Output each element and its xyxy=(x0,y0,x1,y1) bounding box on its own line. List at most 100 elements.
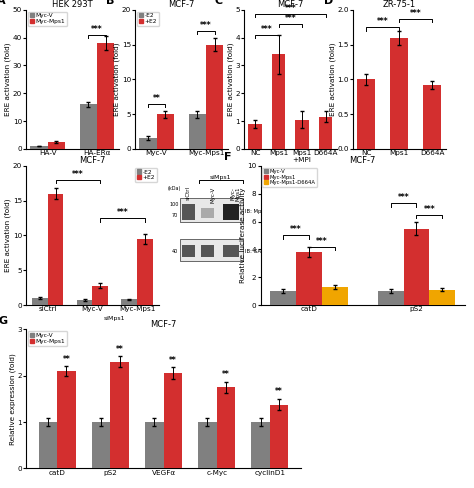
Y-axis label: ERE activation (fold): ERE activation (fold) xyxy=(5,199,11,272)
Legend: Myc-V, Myc-Mps1: Myc-V, Myc-Mps1 xyxy=(28,331,67,346)
Bar xyxy=(77,300,92,305)
Text: ***: *** xyxy=(424,204,435,214)
Text: ***: *** xyxy=(117,208,128,217)
Text: (kDa): (kDa) xyxy=(168,186,181,191)
Text: IB: Mps1: IB: Mps1 xyxy=(245,209,267,214)
Text: ***: *** xyxy=(398,193,410,203)
Text: **: ** xyxy=(116,345,124,353)
Bar xyxy=(80,104,97,149)
Text: ***: *** xyxy=(410,9,422,18)
Legend: -E2, +E2: -E2, +E2 xyxy=(135,168,157,182)
Y-axis label: Relative expression (fold): Relative expression (fold) xyxy=(9,353,16,445)
Text: 40: 40 xyxy=(172,248,178,253)
Text: ***: *** xyxy=(284,4,296,13)
Text: A: A xyxy=(0,0,5,6)
Text: **: ** xyxy=(275,387,283,396)
Bar xyxy=(92,422,110,468)
Bar xyxy=(295,120,309,149)
Y-axis label: Relative luciferase activity: Relative luciferase activity xyxy=(240,188,246,283)
Bar xyxy=(145,422,164,468)
Bar xyxy=(47,142,65,149)
Bar xyxy=(137,239,153,305)
Bar xyxy=(97,43,114,149)
Legend: -E2, +E2: -E2, +E2 xyxy=(137,12,159,26)
Text: ***: *** xyxy=(316,237,328,245)
Text: ***: *** xyxy=(290,225,301,234)
Bar xyxy=(180,199,243,223)
Bar xyxy=(156,114,174,149)
Bar xyxy=(223,245,239,257)
Title: MCF-7: MCF-7 xyxy=(277,0,303,9)
Bar xyxy=(322,287,347,305)
Title: MCF-7: MCF-7 xyxy=(168,0,194,9)
Bar xyxy=(272,54,285,149)
Text: ***: *** xyxy=(261,25,273,34)
Bar xyxy=(182,204,195,220)
Text: C: C xyxy=(215,0,223,6)
Bar xyxy=(296,252,322,305)
Bar xyxy=(198,422,217,468)
Text: siMps1: siMps1 xyxy=(210,175,231,180)
Text: IB: GAPDH: IB: GAPDH xyxy=(245,248,272,253)
Title: HEK 293T: HEK 293T xyxy=(52,0,92,9)
Text: **: ** xyxy=(153,94,161,102)
Text: ***: *** xyxy=(72,170,84,179)
Bar xyxy=(378,291,403,305)
Bar xyxy=(429,290,455,305)
Text: siCtrl: siCtrl xyxy=(185,186,190,201)
Text: ***: *** xyxy=(200,20,212,30)
Bar xyxy=(206,44,223,149)
Bar xyxy=(251,422,270,468)
Text: siMps1: siMps1 xyxy=(104,316,126,321)
Bar xyxy=(248,124,262,149)
Bar xyxy=(139,139,156,149)
Y-axis label: ERE activation (fold): ERE activation (fold) xyxy=(5,42,11,116)
Bar xyxy=(217,387,235,468)
Text: Myc-V: Myc-V xyxy=(211,186,216,203)
Title: MCF-7: MCF-7 xyxy=(79,156,106,165)
Y-axis label: ERE activation (fold): ERE activation (fold) xyxy=(228,42,234,116)
Bar xyxy=(110,362,129,468)
Bar xyxy=(319,117,332,149)
Bar xyxy=(48,194,64,305)
Text: B: B xyxy=(106,0,114,6)
Bar xyxy=(189,114,206,149)
Bar xyxy=(57,371,76,468)
Bar xyxy=(30,146,47,149)
Text: 70: 70 xyxy=(172,213,178,218)
Y-axis label: ERE activation (fold): ERE activation (fold) xyxy=(329,42,336,116)
Legend: Myc-V, Myc-Mps1: Myc-V, Myc-Mps1 xyxy=(28,12,67,26)
Bar xyxy=(390,38,409,149)
Legend: Myc-V, Myc-Mps1, Myc-Mps1-D664A: Myc-V, Myc-Mps1, Myc-Mps1-D664A xyxy=(262,167,317,187)
Bar xyxy=(32,298,48,305)
Title: MCF-7: MCF-7 xyxy=(349,156,376,165)
Y-axis label: ERE activation (fold): ERE activation (fold) xyxy=(114,42,120,116)
Bar xyxy=(201,245,214,257)
Bar xyxy=(270,405,289,468)
Text: ***: *** xyxy=(377,17,389,26)
Text: F: F xyxy=(224,152,231,163)
Text: ***: *** xyxy=(91,25,103,34)
Bar xyxy=(423,85,441,149)
Text: G: G xyxy=(0,316,8,326)
Text: **: ** xyxy=(222,370,230,379)
Title: MCF-7: MCF-7 xyxy=(150,320,177,328)
Text: D: D xyxy=(324,0,333,6)
Bar xyxy=(92,285,108,305)
Title: ZR-75-1: ZR-75-1 xyxy=(383,0,416,9)
Bar xyxy=(270,291,296,305)
Text: **: ** xyxy=(169,356,177,365)
Bar xyxy=(201,208,214,218)
Text: 100: 100 xyxy=(170,202,179,207)
Bar xyxy=(180,239,243,261)
Text: Myc-
Mps1: Myc- Mps1 xyxy=(230,186,241,201)
Bar xyxy=(357,79,375,149)
Text: ***: *** xyxy=(284,14,296,22)
Bar xyxy=(403,228,429,305)
Bar xyxy=(223,204,239,220)
Bar xyxy=(182,245,195,257)
Text: **: ** xyxy=(63,355,70,364)
Bar xyxy=(38,422,57,468)
Bar xyxy=(121,300,137,305)
Bar xyxy=(164,373,182,468)
